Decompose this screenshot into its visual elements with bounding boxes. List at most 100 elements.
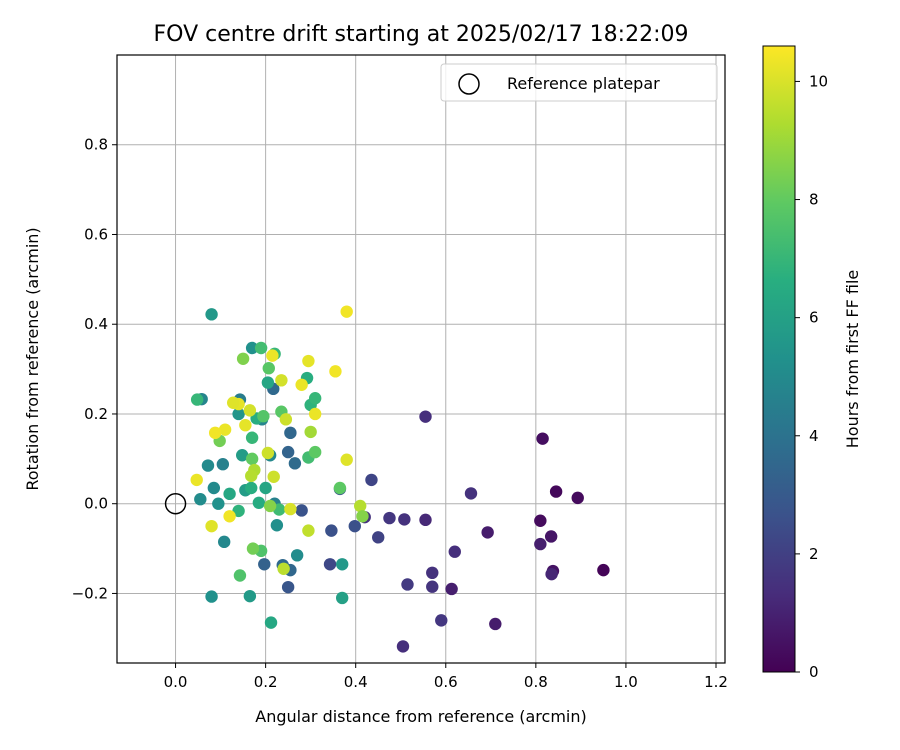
scatter-point bbox=[279, 413, 293, 426]
scatter-point bbox=[252, 496, 266, 510]
plot-frame bbox=[116, 54, 726, 664]
scatter-point bbox=[205, 519, 218, 533]
scatter-point bbox=[254, 341, 268, 355]
reference-platepar-marker bbox=[164, 492, 187, 515]
y-tick-label: 0.6 bbox=[84, 225, 108, 243]
scatter-point bbox=[243, 404, 257, 417]
grid-lines bbox=[117, 55, 725, 663]
scatter-point bbox=[481, 526, 494, 539]
scatter-point bbox=[571, 491, 584, 505]
x-tick-label: 0.8 bbox=[524, 673, 548, 691]
x-tick-label: 1.2 bbox=[704, 673, 728, 691]
scatter-point bbox=[261, 446, 275, 460]
scatter-point bbox=[245, 469, 258, 483]
legend-label-reference: Reference platepar bbox=[507, 74, 660, 93]
scatter-point bbox=[277, 562, 290, 575]
colorbar-tick-label: 2 bbox=[809, 545, 819, 563]
scatter-point bbox=[216, 458, 230, 471]
scatter-point bbox=[212, 497, 225, 510]
scatter-point bbox=[335, 558, 349, 571]
scatter-point bbox=[489, 617, 502, 631]
scatter-point bbox=[284, 426, 297, 440]
scatter-point bbox=[217, 535, 231, 549]
y-tick-label: −0.2 bbox=[72, 584, 108, 602]
scatter-point bbox=[354, 499, 367, 513]
scatter-point bbox=[288, 457, 302, 470]
scatter-point bbox=[205, 308, 218, 321]
scatter-point bbox=[236, 352, 250, 365]
scatter-point bbox=[267, 470, 280, 483]
x-ticks: 0.0 0.2 0.4 0.6 0.8 1.0 1.2 bbox=[164, 663, 728, 691]
scatter-point bbox=[356, 510, 369, 523]
scatter-point bbox=[264, 616, 278, 629]
colorbar-tick-label: 6 bbox=[809, 309, 819, 327]
scatter-point bbox=[236, 449, 249, 462]
scatter-point bbox=[295, 504, 308, 517]
scatter-point bbox=[464, 487, 478, 500]
x-axis-label: Angular distance from reference (arcmin) bbox=[255, 707, 586, 726]
scatter-point bbox=[435, 614, 448, 627]
scatter-point bbox=[398, 513, 411, 526]
scatter-point bbox=[426, 566, 439, 580]
scatter-point bbox=[308, 392, 322, 405]
scatter-point bbox=[308, 445, 322, 459]
scatter-point bbox=[245, 341, 259, 355]
scatter-point bbox=[246, 542, 260, 555]
scatter-point bbox=[281, 580, 295, 594]
scatter-point bbox=[534, 514, 547, 527]
scatter-point bbox=[419, 513, 432, 527]
scatter-point bbox=[190, 473, 203, 487]
legend-marker-reference bbox=[458, 73, 480, 95]
scatter-point bbox=[534, 537, 547, 551]
scatter-point bbox=[261, 376, 275, 389]
colorbar-gradient bbox=[762, 45, 796, 673]
scatter-point bbox=[194, 493, 207, 506]
colorbar: 0 2 4 6 8 10 Hours from first FF file bbox=[762, 45, 862, 681]
scatter-point bbox=[208, 426, 222, 440]
scatter-point bbox=[304, 425, 317, 439]
scatter-point bbox=[223, 510, 236, 523]
scatter-point bbox=[266, 349, 279, 362]
scatter-point bbox=[262, 361, 275, 375]
y-tick-label: 0.4 bbox=[84, 315, 108, 333]
scatter-point bbox=[426, 580, 439, 593]
y-axis-label: Rotation from reference (arcmin) bbox=[23, 227, 42, 490]
scatter-point bbox=[348, 519, 361, 533]
scatter-point bbox=[365, 473, 378, 487]
scatter-point bbox=[258, 558, 271, 571]
scatter-point bbox=[270, 519, 284, 532]
scatter-point bbox=[239, 418, 252, 432]
legend-box bbox=[440, 63, 718, 102]
legend: Reference platepar bbox=[440, 63, 718, 102]
scatter-point bbox=[308, 407, 322, 421]
scatter-points bbox=[190, 305, 610, 653]
x-tick-label: 0.2 bbox=[254, 673, 278, 691]
scatter-point bbox=[401, 578, 414, 591]
y-ticks: −0.2 0.0 0.2 0.4 0.6 0.8 bbox=[72, 136, 117, 602]
x-tick-label: 0.6 bbox=[434, 673, 458, 691]
scatter-point bbox=[295, 378, 308, 392]
scatter-point bbox=[205, 590, 218, 603]
y-tick-label: 0.0 bbox=[84, 495, 108, 513]
scatter-point bbox=[232, 504, 245, 518]
colorbar-ticks: 0 2 4 6 8 10 bbox=[795, 72, 828, 681]
scatter-point bbox=[597, 563, 610, 577]
scatter-point bbox=[245, 431, 259, 444]
colorbar-label: Hours from first FF file bbox=[843, 270, 862, 449]
scatter-point bbox=[290, 549, 304, 562]
scatter-point bbox=[419, 410, 432, 423]
scatter-point bbox=[544, 530, 558, 543]
x-tick-label: 1.0 bbox=[614, 673, 638, 691]
scatter-point bbox=[284, 502, 297, 516]
scatter-point bbox=[275, 374, 288, 387]
scatter-point bbox=[259, 481, 272, 495]
scatter-point bbox=[302, 524, 315, 537]
scatter-point bbox=[340, 305, 353, 318]
y-tick-label: 0.2 bbox=[84, 405, 108, 423]
scatter-point bbox=[263, 499, 277, 513]
scatter-point bbox=[243, 589, 257, 603]
x-tick-label: 0.4 bbox=[344, 673, 368, 691]
y-tick-label: 0.8 bbox=[84, 136, 108, 154]
scatter-point bbox=[257, 410, 270, 423]
